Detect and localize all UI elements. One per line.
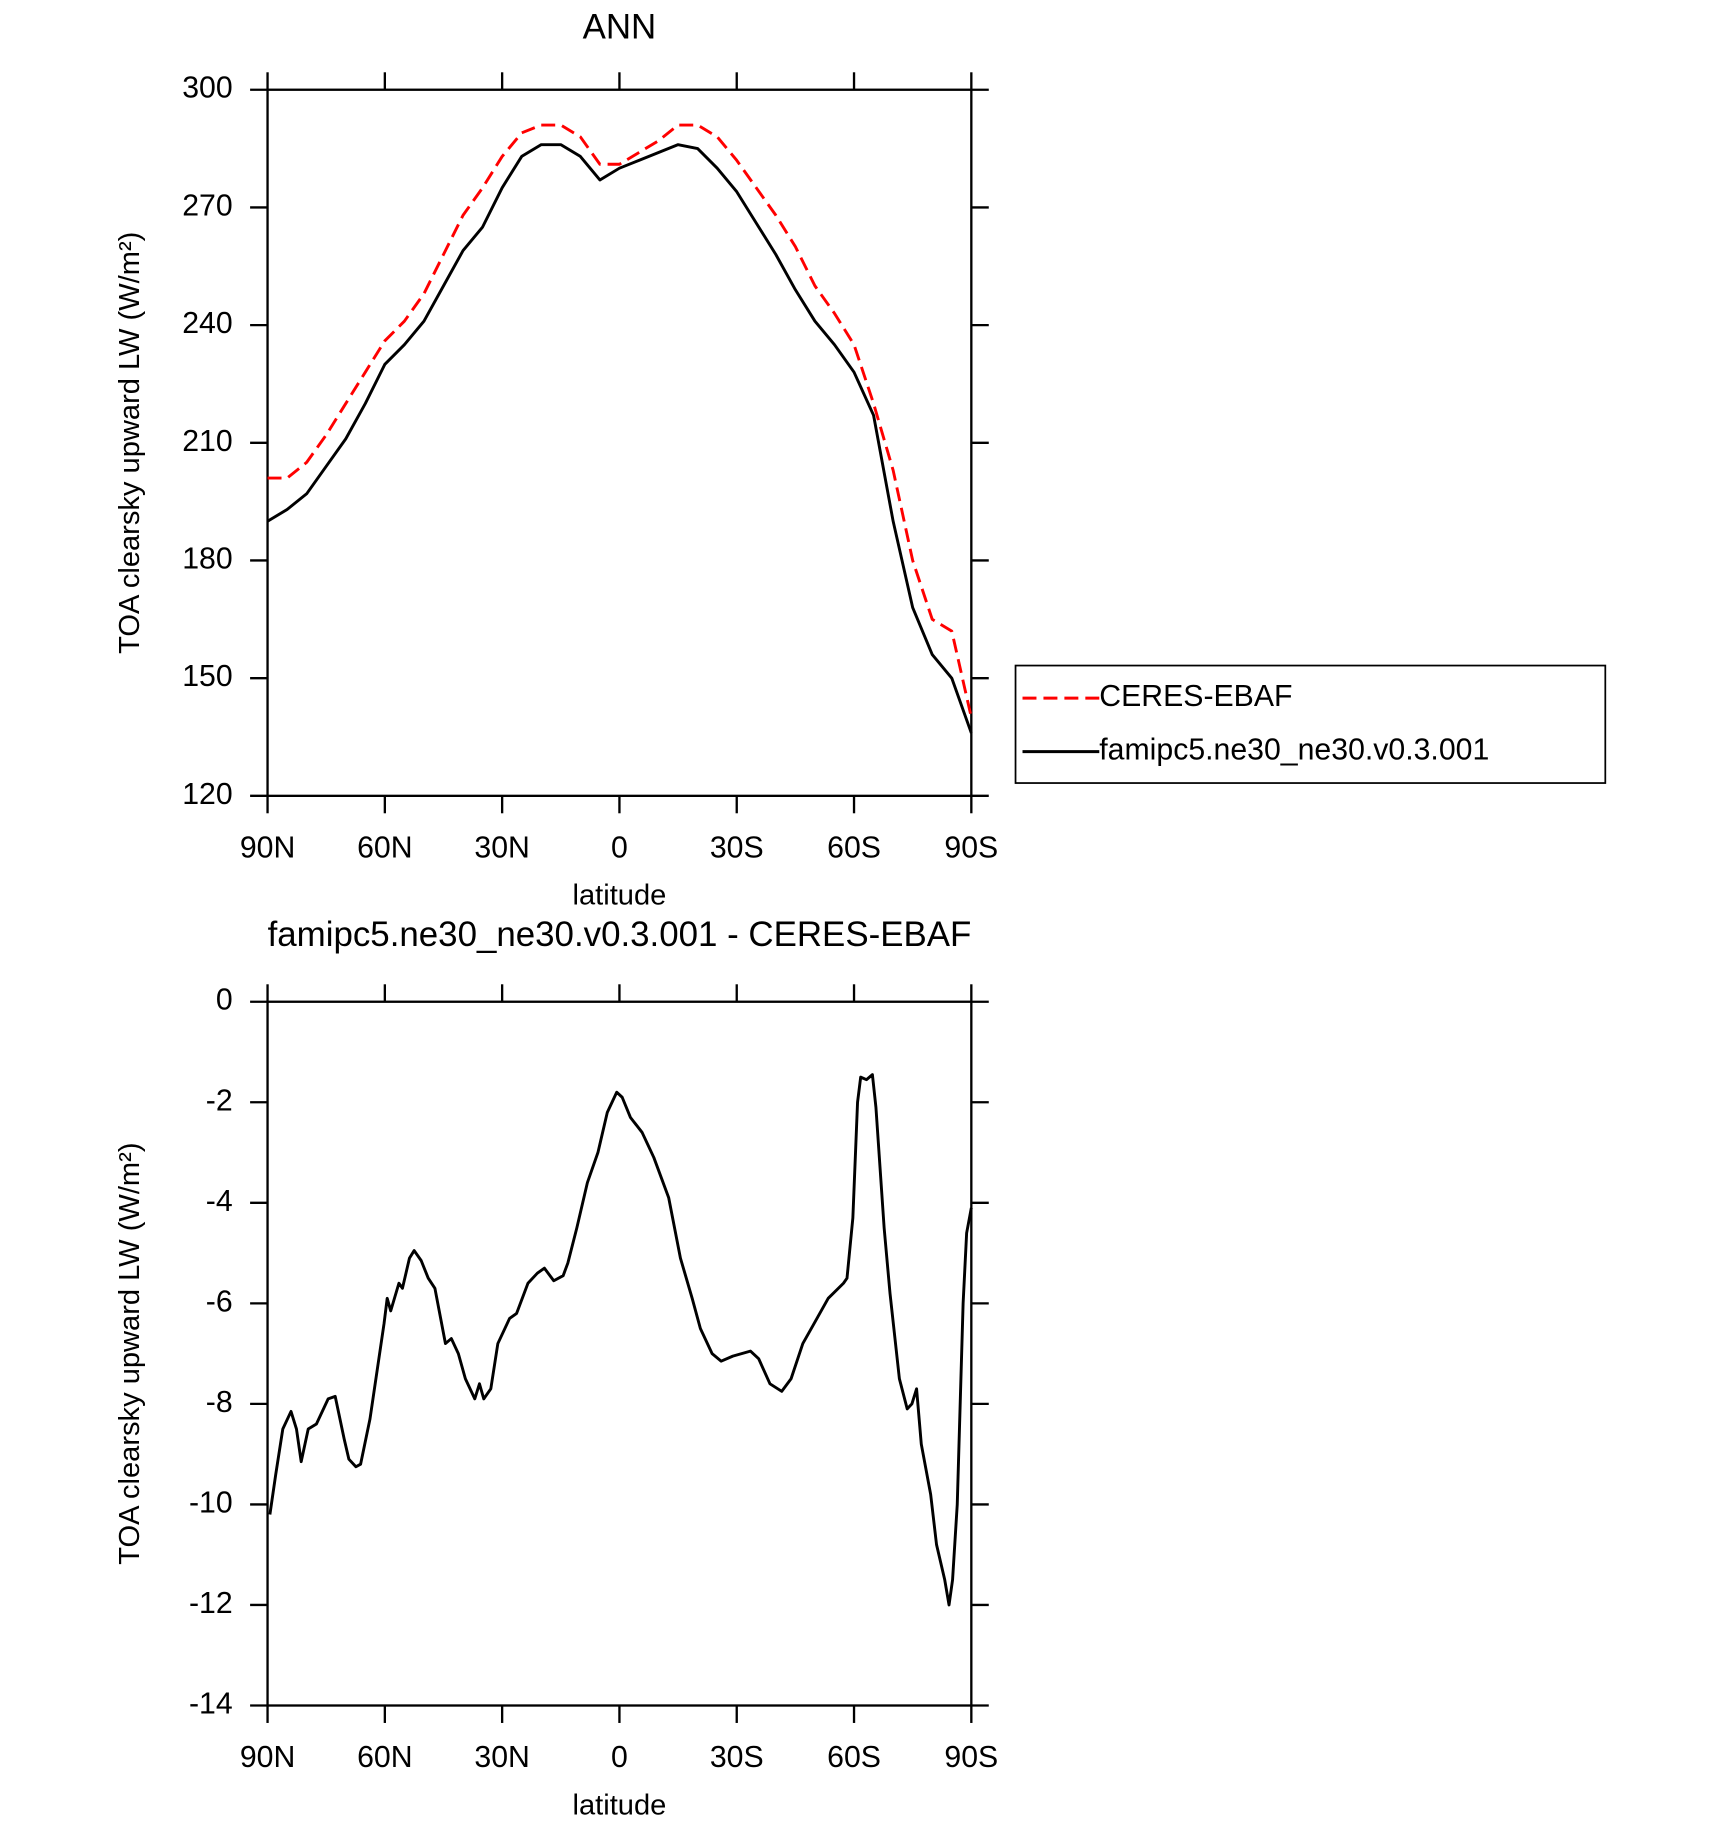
y-tick-label: 240: [182, 307, 232, 340]
y-axis-label: TOA clearsky upward LW (W/m²): [114, 232, 146, 654]
data-line: [267, 123, 973, 718]
x-tick-label: 60S: [827, 1741, 881, 1774]
x-axis-label: latitude: [573, 880, 667, 912]
x-tick-label: 60S: [827, 831, 881, 864]
y-tick-label: 300: [182, 72, 232, 105]
data-line: [266, 143, 973, 734]
y-tick-label: -8: [206, 1386, 233, 1419]
x-tick-label: 90S: [944, 831, 998, 864]
y-tick-label: -6: [206, 1285, 233, 1318]
y-tick-label: -14: [189, 1687, 233, 1720]
legend-box: [1014, 664, 1607, 784]
y-tick-label: -2: [206, 1084, 233, 1117]
data-line: [268, 1073, 973, 1607]
x-tick-label: 90N: [240, 1741, 295, 1774]
x-tick-label: 0: [611, 831, 628, 864]
x-tick-label: 60N: [357, 1741, 412, 1774]
legend-label: famipc5.ne30_ne30.v0.3.001: [1099, 734, 1489, 767]
y-tick-label: 210: [182, 425, 232, 458]
x-tick-label: 90S: [944, 1741, 998, 1774]
y-tick-label: -4: [206, 1185, 233, 1218]
y-tick-label: -10: [189, 1486, 233, 1519]
y-tick-label: -12: [189, 1587, 233, 1620]
y-tick-label: 0: [216, 984, 233, 1017]
x-tick-label: 30S: [710, 831, 764, 864]
x-tick-label: 30S: [710, 1741, 764, 1774]
x-tick-label: 60N: [357, 831, 412, 864]
plot-frame: [266, 1000, 973, 1707]
y-axis-label: TOA clearsky upward LW (W/m²): [114, 1143, 146, 1565]
x-tick-label: 30N: [474, 831, 529, 864]
plot-frame: [266, 88, 973, 797]
chart-title: famipc5.ne30_ne30.v0.3.001 - CERES-EBAF: [268, 915, 972, 954]
x-tick-label: 0: [611, 1741, 628, 1774]
y-tick-label: 270: [182, 189, 232, 222]
chart-title: ANN: [583, 7, 657, 46]
x-tick-label: 90N: [240, 831, 295, 864]
y-tick-label: 180: [182, 542, 232, 575]
legend-label: CERES-EBAF: [1099, 680, 1292, 713]
y-tick-label: 150: [182, 660, 232, 693]
x-tick-label: 30N: [474, 1741, 529, 1774]
x-axis-label: latitude: [573, 1789, 667, 1821]
y-tick-label: 120: [182, 778, 232, 811]
